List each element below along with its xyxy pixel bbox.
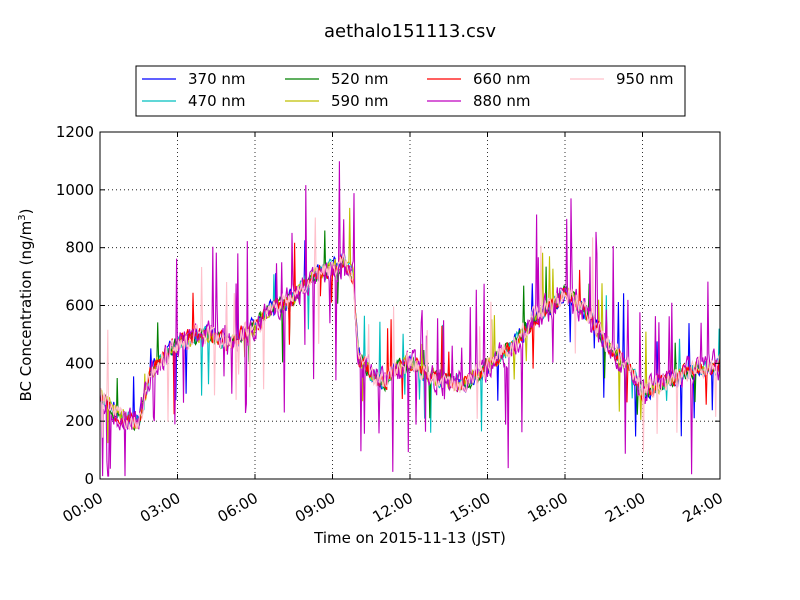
- ticks: [99, 131, 721, 480]
- y-tick-label: 1200: [56, 123, 94, 141]
- x-tick-label: 15:00: [447, 489, 493, 526]
- legend-label: 950 nm: [616, 70, 674, 88]
- series-line-950-nm: [99, 217, 721, 453]
- x-tick-label: 03:00: [137, 489, 183, 526]
- y-tick-label: 400: [65, 354, 94, 372]
- series-lines: [99, 161, 721, 477]
- y-tick-label: 200: [65, 412, 94, 430]
- legend-box: [135, 65, 686, 117]
- y-axis-label-close: ): [17, 209, 35, 215]
- y-tick-label: 0: [84, 470, 94, 488]
- plot-area: [99, 131, 721, 480]
- x-tick-label: 12:00: [370, 489, 416, 526]
- x-tick-label: 18:00: [525, 489, 571, 526]
- legend-label: 520 nm: [331, 70, 389, 88]
- x-tick-label: 09:00: [292, 489, 338, 526]
- legend-label: 660 nm: [473, 70, 531, 88]
- legend-label: 880 nm: [473, 92, 531, 110]
- x-axis-label: Time on 2015-11-13 (JST): [313, 529, 506, 547]
- y-tick-label: 1000: [56, 181, 94, 199]
- x-tick-label: 00:00: [60, 489, 106, 526]
- x-tick-label: 06:00: [215, 489, 261, 526]
- x-tick-label: 24:00: [680, 489, 726, 526]
- y-tick-label: 800: [65, 239, 94, 257]
- grid: [100, 132, 720, 479]
- x-tick-label: 21:00: [602, 489, 648, 526]
- y-tick-labels: 0 200 400 600 800 1000 1200: [56, 123, 94, 488]
- y-tick-label: 600: [65, 297, 94, 315]
- y-axis-label: BC Concentration (ng/m3): [17, 209, 35, 402]
- x-tick-labels: 00:00 03:00 06:00 09:00 12:00 15:00 18:00 21:00…: [60, 489, 726, 526]
- legend: 370 nm 470 nm 520 nm 590 nm 660 nm 880 nm 950 …: [135, 65, 686, 117]
- chart-title: aethalo151113.csv: [324, 21, 496, 42]
- y-axis-label-sup: 3: [17, 214, 28, 220]
- legend-label: 470 nm: [188, 92, 246, 110]
- y-axis-label-main: BC Concentration (ng/m: [17, 221, 35, 402]
- legend-label: 370 nm: [188, 70, 246, 88]
- legend-label: 590 nm: [331, 92, 389, 110]
- series-line-880-nm: [99, 161, 721, 477]
